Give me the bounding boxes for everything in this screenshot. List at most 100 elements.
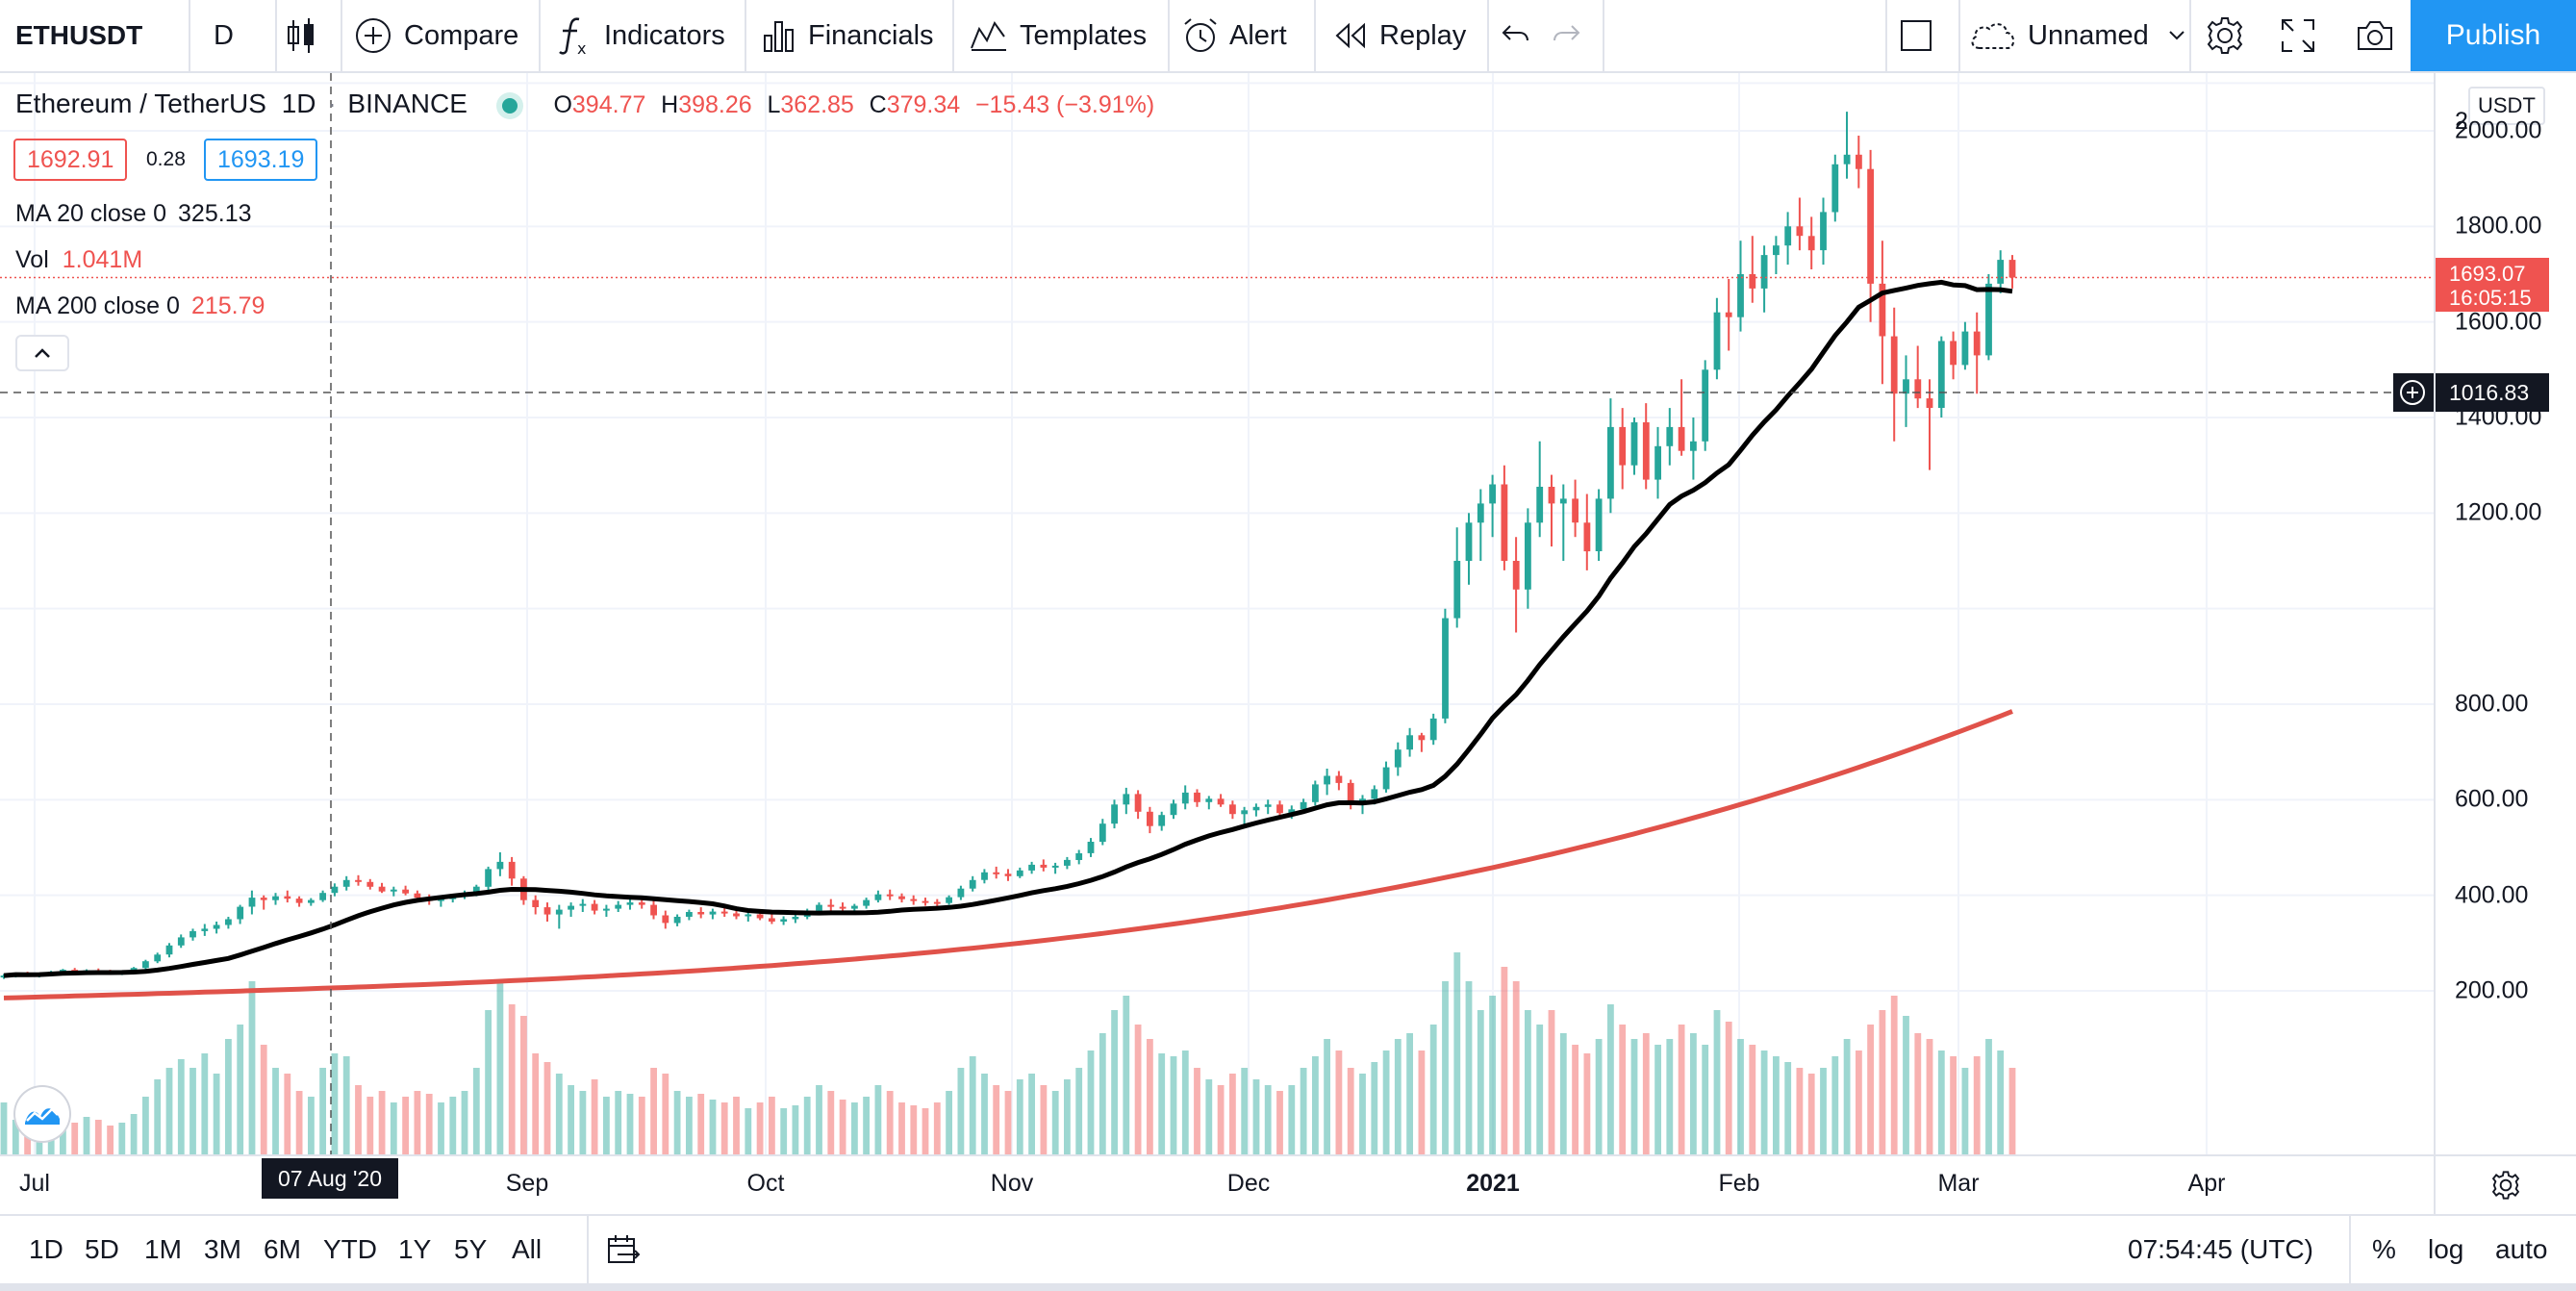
market-status-dot <box>501 97 518 114</box>
candle-body <box>1619 426 1627 466</box>
range-button-1y[interactable]: 1Y <box>398 1234 432 1264</box>
volume-bar <box>472 1068 480 1154</box>
candle-body <box>1595 498 1603 551</box>
volume-bar <box>1725 1022 1732 1154</box>
range-button-3m[interactable]: 3M <box>204 1234 241 1264</box>
candle-body <box>839 906 846 909</box>
candle-body <box>1040 864 1048 868</box>
volume-bar <box>1477 1010 1484 1154</box>
volume-bar <box>1300 1068 1307 1154</box>
percent-toggle[interactable]: % <box>2372 1216 2396 1283</box>
percent-label: % <box>2372 1234 2396 1264</box>
volume-bar <box>1879 1010 1886 1154</box>
volume-bar <box>922 1108 929 1154</box>
alert-button[interactable]: Alert <box>1181 0 1312 71</box>
templates-button[interactable]: Templates <box>970 0 1166 71</box>
candle-body <box>709 911 717 915</box>
price-scale[interactable]: 2 USDT 2000.00 1800.00 1600.00 1400.00 1200.… <box>2434 73 2576 1154</box>
sell-button[interactable]: 1692.91 <box>13 139 128 181</box>
spread-value: 0.28 <box>146 148 186 170</box>
candle-body <box>1903 379 1909 394</box>
price-scale-label: 800.00 <box>2455 690 2529 718</box>
tradingview-logo[interactable] <box>15 1087 69 1141</box>
volume-legend[interactable]: Vol 1.041M <box>15 246 142 274</box>
auto-toggle[interactable]: auto <box>2495 1216 2548 1283</box>
interval-button[interactable]: D <box>214 0 262 71</box>
time-axis[interactable]: Jul Sep Oct Nov Dec 2021 Feb Mar Apr 07 Aug '20 <box>0 1154 2434 1214</box>
financials-button[interactable]: Financials <box>762 0 950 71</box>
redo-button[interactable] <box>1553 0 1591 71</box>
candle-body <box>1170 803 1177 816</box>
candle-body <box>260 898 267 900</box>
pair-name: Ethereum / TetherUS <box>15 89 266 118</box>
indicators-button[interactable]: x Indicators <box>556 0 741 71</box>
snapshot-button[interactable] <box>2355 0 2397 71</box>
price-chart[interactable] <box>0 73 2434 1154</box>
candle-body <box>1536 487 1544 523</box>
candle-body <box>1749 274 1756 289</box>
volume-bar <box>1123 996 1130 1154</box>
range-button-1d[interactable]: 1D <box>29 1234 63 1264</box>
layout-select-button[interactable] <box>1899 0 1939 71</box>
symbol-search[interactable]: ETHUSDT <box>15 0 189 71</box>
volume-bar <box>449 1097 457 1154</box>
candle-body <box>1926 398 1933 408</box>
replay-button[interactable]: Replay <box>1333 0 1477 71</box>
publish-button[interactable]: Publish <box>2411 0 2576 71</box>
volume-bar <box>1075 1068 1083 1154</box>
layout-name-dropdown[interactable]: Unnamed <box>1968 0 2185 71</box>
ma20-legend[interactable]: MA 20 close 0 325.13 <box>15 200 252 228</box>
utc-clock[interactable]: 07:54:45 (UTC) <box>2128 1216 2313 1283</box>
candle-body <box>1559 498 1567 504</box>
layout-name-label: Unnamed <box>2028 19 2149 51</box>
range-button-5d[interactable]: 5D <box>85 1234 119 1264</box>
chart-pane[interactable] <box>0 73 2434 1154</box>
range-button-5y[interactable]: 5Y <box>454 1234 488 1264</box>
crosshair-price-tag: 1016.83 <box>2436 373 2549 412</box>
volume-bar <box>1276 1091 1283 1154</box>
candle-body <box>1418 735 1426 741</box>
candle-body <box>532 899 540 907</box>
volume-bar <box>910 1105 918 1154</box>
undo-button[interactable] <box>1501 0 1539 71</box>
range-button-ytd[interactable]: YTD <box>323 1234 377 1264</box>
publish-label: Publish <box>2445 19 2541 51</box>
volume-bar <box>1051 1091 1059 1154</box>
axis-settings-button[interactable] <box>2434 1154 2576 1214</box>
volume-bar <box>1867 1025 1874 1154</box>
log-toggle[interactable]: log <box>2428 1216 2463 1283</box>
buy-button[interactable]: 1693.19 <box>204 139 318 181</box>
collapse-legend-button[interactable] <box>15 335 69 371</box>
volume-bar <box>118 1123 126 1154</box>
fullscreen-button[interactable] <box>2280 0 2322 71</box>
bottom-toolbar: 1D 5D 1M 3M 6M YTD 1Y 5Y All 07:54:45 (UTC) % lo… <box>0 1214 2576 1283</box>
candle-body <box>1064 859 1071 866</box>
candle-body <box>1890 336 1898 394</box>
ma20-label: MA 20 close 0 <box>15 200 167 227</box>
volume-bar <box>485 1010 492 1154</box>
candle-body <box>769 918 775 922</box>
logo-icon <box>25 1107 60 1125</box>
volume-bar <box>1028 1074 1035 1154</box>
volume-bar <box>260 1045 267 1154</box>
candle-body <box>1950 341 1957 366</box>
indicators-label: Indicators <box>604 19 725 51</box>
range-button-6m[interactable]: 6M <box>264 1234 301 1264</box>
volume-bar <box>342 1056 350 1154</box>
candle-body <box>792 917 799 920</box>
ma200-legend[interactable]: MA 200 close 0 215.79 <box>15 292 265 320</box>
volume-bar <box>1465 981 1473 1154</box>
settings-button[interactable] <box>2205 0 2247 71</box>
price-scale-label: 1800.00 <box>2455 212 2542 240</box>
volume-bar <box>1572 1045 1578 1154</box>
chart-type-button[interactable] <box>285 0 339 71</box>
range-button-1m[interactable]: 1M <box>144 1234 182 1264</box>
goto-date-button[interactable] <box>606 1216 648 1283</box>
volume-bar <box>1914 1033 1922 1154</box>
time-axis-label: Apr <box>2187 1170 2226 1197</box>
currency-button[interactable]: USDT <box>2468 87 2545 125</box>
compare-button[interactable]: Compare <box>354 0 535 71</box>
candle-body <box>1914 379 1922 399</box>
range-button-all[interactable]: All <box>512 1234 543 1264</box>
candle-body <box>1075 853 1083 860</box>
